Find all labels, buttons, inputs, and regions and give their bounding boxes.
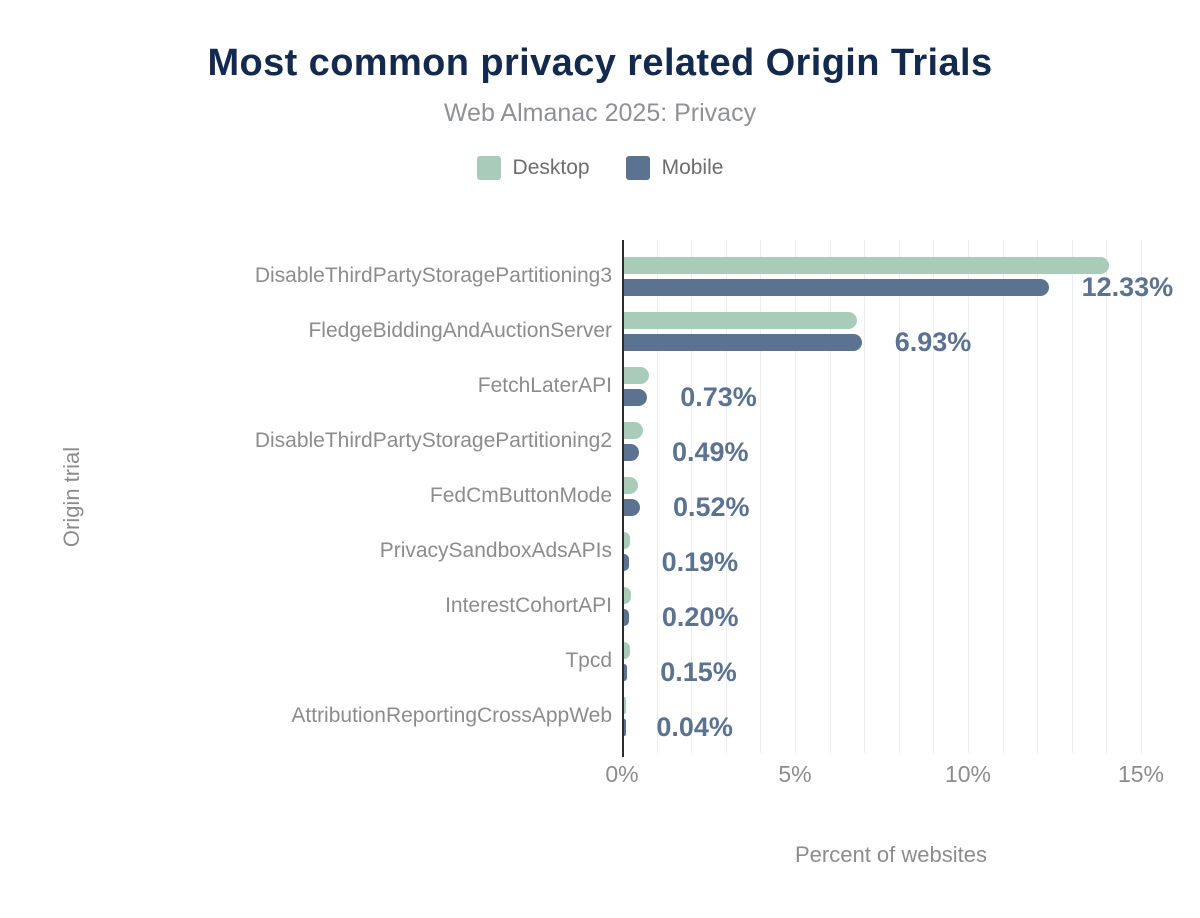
value-label: 0.49% [671,437,749,467]
bar-desktop [624,256,1110,274]
bar-mobile [624,663,628,681]
gridline [725,240,727,753]
bar-desktop [624,311,857,329]
category-label: AttributionReportingCrossAppWeb [291,704,612,727]
bar-desktop [624,531,630,549]
x-tick-label: 0% [605,761,639,787]
x-tick-label: 10% [944,761,991,787]
bar-mobile [624,553,629,571]
category-label: Tpcd [565,649,612,672]
gridline [933,240,935,753]
bar-mobile [624,498,640,516]
value-label: 0.20% [661,602,739,632]
x-axis-title: Percent of websites [795,842,987,867]
gridline [864,240,866,753]
mobile-swatch-icon [625,156,650,180]
gridline [829,240,831,753]
gridline [898,240,900,753]
legend: Desktop Mobile [0,156,1200,180]
y-axis-line [622,240,624,757]
x-tick-label: 5% [778,761,812,787]
bar-desktop [624,696,626,714]
legend-item-desktop[interactable]: Desktop [476,156,590,180]
bar-mobile [624,443,639,461]
category-label: FetchLaterAPI [477,374,612,397]
value-label: 0.04% [656,712,733,742]
bar-mobile [624,278,1049,296]
bar-desktop [624,586,631,604]
legend-item-mobile[interactable]: Mobile [625,156,724,180]
chart-title: Most common privacy related Origin Trial… [207,42,993,84]
category-label: FedCmButtonMode [429,484,612,507]
category-label: InterestCohortAPI [445,594,612,617]
gridline [1071,240,1073,753]
bar-desktop [624,641,630,659]
gridline [967,240,969,753]
gridline [1106,240,1108,753]
gridline [691,240,693,753]
category-label: DisableThirdPartyStoragePartitioning3 [254,264,612,287]
category-label: PrivacySandboxAdsAPIs [379,539,612,562]
value-label: 12.33% [1081,272,1174,302]
gridline [1037,240,1039,753]
bar-mobile [624,608,629,626]
value-label: 6.93% [894,327,972,357]
gridline [1140,240,1142,753]
bar-desktop [624,421,644,439]
value-label: 0.19% [661,547,739,577]
bar-desktop [624,476,638,494]
value-label: 0.52% [672,492,750,522]
category-label: DisableThirdPartyStoragePartitioning2 [254,429,612,452]
value-label: 0.73% [680,382,757,412]
category-label: FledgeBiddingAndAuctionServer [308,319,612,342]
gridline [1002,240,1004,753]
gridline [760,240,762,753]
bar-mobile [624,718,626,736]
gridline [656,240,658,753]
legend-label-mobile: Mobile [661,156,724,179]
bar-mobile [624,388,648,406]
x-tick-label: 15% [1117,761,1164,787]
chart-subtitle: Web Almanac 2025: Privacy [443,99,757,127]
gridline [794,240,796,753]
bar-mobile [624,333,862,351]
y-axis-title: Origin trial [59,446,84,548]
value-label: 0.15% [660,657,737,687]
desktop-swatch-icon [476,156,501,180]
plot-area [622,240,1160,757]
legend-label-desktop: Desktop [512,156,590,179]
bar-desktop [624,366,649,384]
